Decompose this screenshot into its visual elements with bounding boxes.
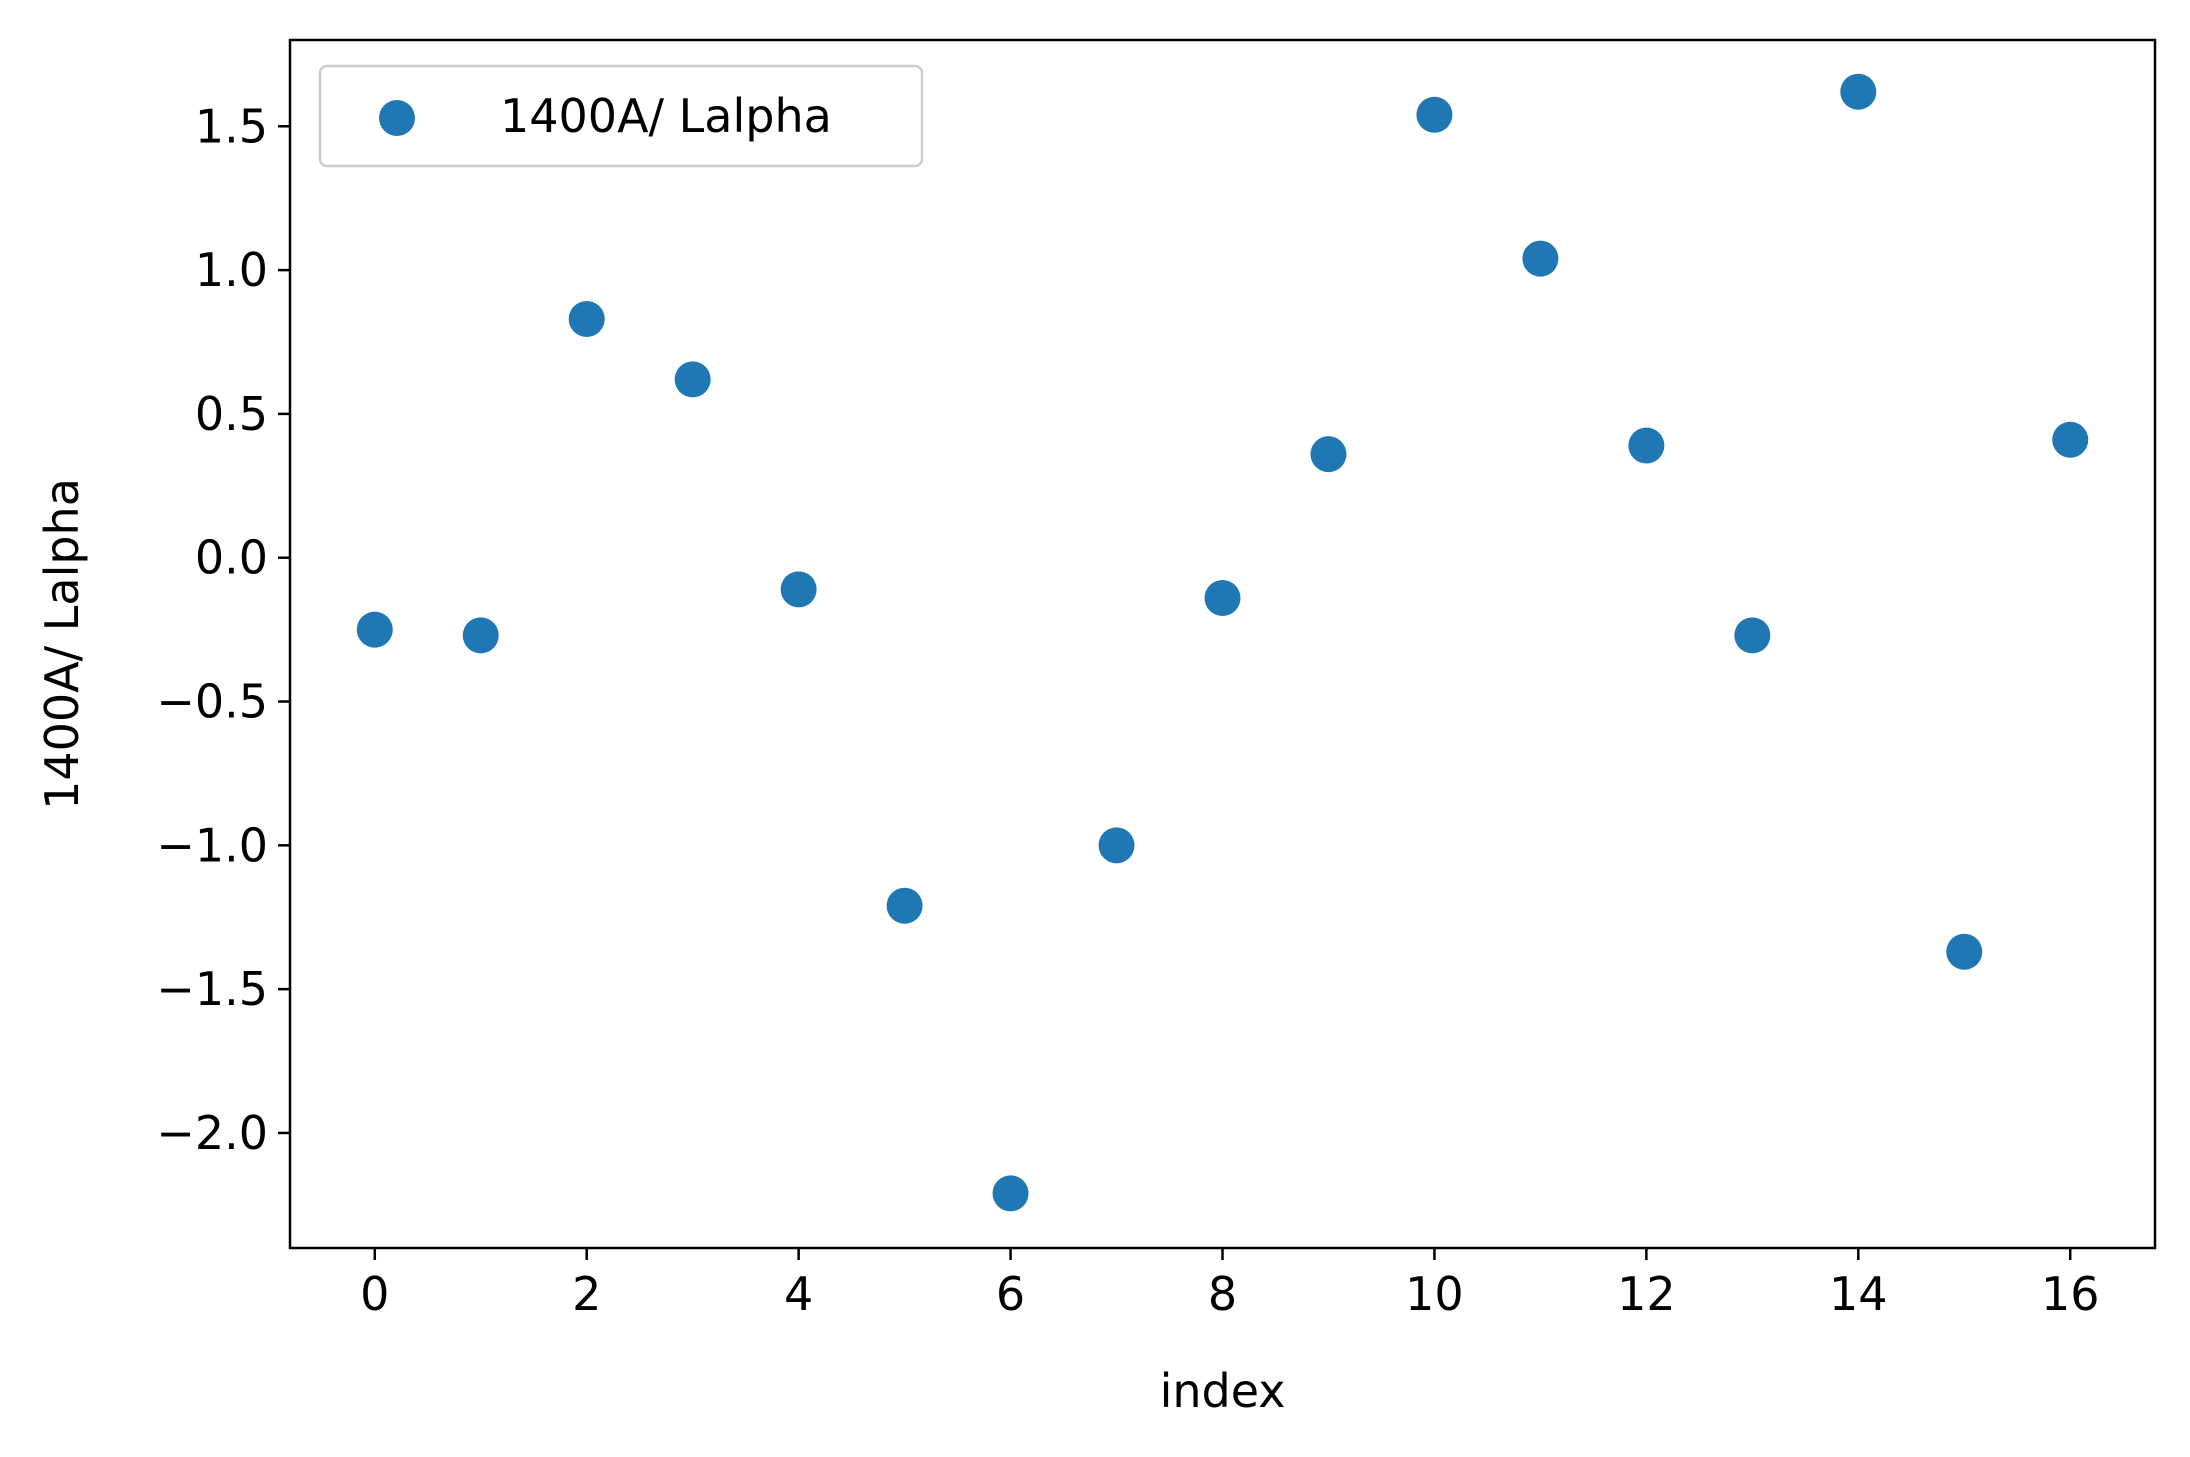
y-axis-ticks: 1.5 1.0 0.5 0.0 −0.5 −1.0 −1.5 −2.0	[156, 99, 290, 1160]
data-point	[780, 571, 817, 608]
data-point	[1628, 427, 1665, 464]
y-tick-label: 0.0	[195, 531, 268, 585]
data-points	[356, 73, 2089, 1212]
data-point	[356, 611, 393, 648]
y-tick-label: 0.5	[195, 387, 268, 441]
x-tick-label: 0	[360, 1267, 389, 1321]
data-point	[462, 617, 499, 654]
x-tick-label: 10	[1405, 1267, 1464, 1321]
data-point	[1840, 73, 1877, 110]
y-tick-label: −0.5	[156, 675, 268, 729]
plot-frame	[288, 38, 2157, 1250]
y-axis-label: 1400A/ Lalpha	[35, 478, 89, 810]
data-point	[1098, 827, 1135, 864]
data-point	[1946, 933, 1983, 970]
x-tick-label: 4	[784, 1267, 813, 1321]
y-tick-label: −1.0	[156, 818, 268, 872]
y-tick-label: −2.0	[156, 1106, 268, 1160]
data-point	[568, 300, 605, 337]
x-tick-label: 14	[1829, 1267, 1888, 1321]
data-point	[674, 361, 711, 398]
x-tick-label: 16	[2041, 1267, 2100, 1321]
data-point	[1416, 96, 1453, 133]
x-tick-label: 6	[996, 1267, 1025, 1321]
y-tick-label: −1.5	[156, 962, 268, 1016]
data-point	[1204, 579, 1241, 616]
data-point	[992, 1175, 1029, 1212]
y-tick-label: 1.5	[195, 99, 268, 153]
y-tick-label: 1.0	[195, 243, 268, 297]
legend: 1400A/ Lalpha	[318, 64, 924, 168]
legend-box	[318, 64, 924, 168]
x-tick-label: 12	[1617, 1267, 1676, 1321]
legend-marker	[379, 100, 415, 136]
legend-label: 1400A/ Lalpha	[500, 89, 832, 143]
data-point	[1522, 240, 1559, 277]
x-axis-label: index	[1160, 1364, 1286, 1418]
data-point	[2052, 421, 2089, 458]
data-point	[886, 887, 923, 924]
x-axis-ticks: 0 2 4 6 8 10 12 14 16	[360, 1248, 2100, 1321]
x-tick-label: 2	[572, 1267, 601, 1321]
data-point	[1310, 436, 1347, 473]
data-point	[1734, 617, 1771, 654]
x-tick-label: 8	[1208, 1267, 1237, 1321]
